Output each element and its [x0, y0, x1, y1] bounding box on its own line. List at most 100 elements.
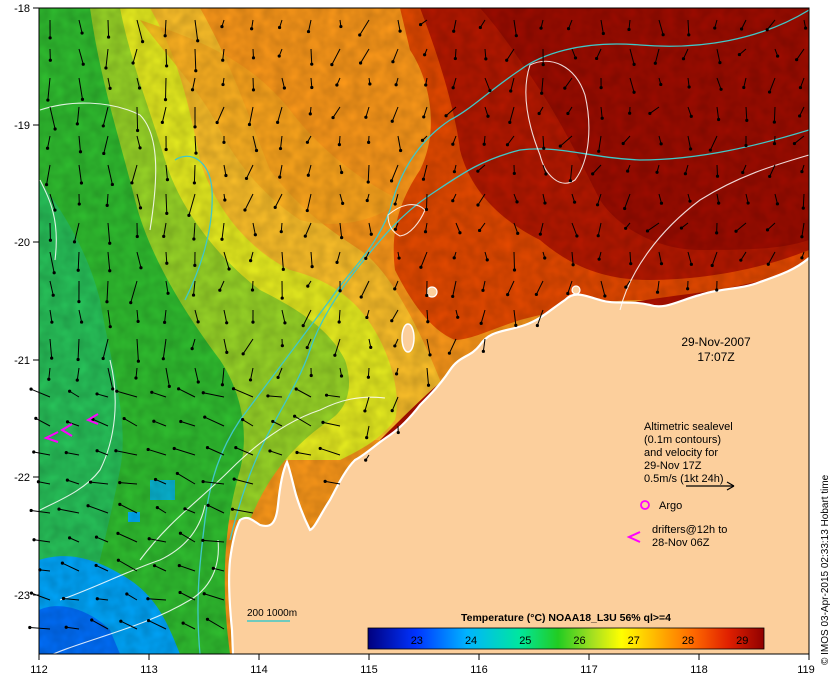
- velocity-arrow-head: [220, 25, 224, 29]
- lon-label-115: 115: [360, 664, 378, 676]
- velocity-arrow: [600, 19, 604, 34]
- velocity-arrow-head: [105, 300, 109, 304]
- credit-text: © IMOS 03-Apr-2015 02:33:13 Hobart time: [820, 474, 831, 665]
- velocity-arrow-head: [202, 592, 206, 596]
- velocity-arrow-head: [331, 115, 335, 120]
- velocity-arrow-head: [251, 88, 256, 92]
- velocity-arrow: [794, 135, 805, 144]
- velocity-arrow: [629, 48, 635, 65]
- velocity-arrow: [180, 420, 196, 427]
- velocity-arrow-head: [194, 69, 198, 73]
- velocity-arrow-head: [364, 256, 368, 260]
- velocity-arrow-head: [717, 117, 721, 122]
- velocity-arrow-head: [391, 60, 395, 64]
- velocity-arrow: [274, 193, 283, 208]
- velocity-arrow: [78, 164, 82, 184]
- velocity-arrow: [120, 620, 138, 630]
- velocity-arrow: [567, 280, 573, 294]
- velocity-arrow: [391, 106, 399, 122]
- velocity-arrow-head: [543, 201, 547, 205]
- velocity-arrow-head: [744, 143, 748, 148]
- velocity-arrow-head: [146, 447, 150, 452]
- velocity-arrow-head: [192, 181, 196, 185]
- velocity-arrow: [162, 338, 167, 359]
- velocity-arrow-head: [221, 82, 225, 87]
- velocity-arrow: [67, 479, 80, 485]
- drifters-legend-line1: drifters@12h to: [652, 524, 727, 536]
- velocity-arrow-head: [53, 208, 57, 212]
- velocity-arrow-head: [600, 116, 604, 120]
- velocity-arrow-head: [234, 446, 238, 450]
- velocity-arrow: [96, 450, 109, 456]
- velocity-arrow-head: [708, 148, 712, 152]
- velocity-arrow: [279, 164, 283, 178]
- velocity-arrow-head: [75, 378, 79, 382]
- velocity-arrow-head: [653, 61, 657, 65]
- velocity-arrow: [33, 539, 51, 543]
- velocity-arrow-head: [162, 234, 166, 238]
- velocity-arrow-head: [47, 377, 51, 381]
- velocity-arrow: [132, 48, 138, 64]
- velocity-arrow: [35, 417, 51, 427]
- velocity-arrow-head: [138, 206, 143, 210]
- velocity-arrow: [716, 106, 720, 120]
- map-date: 29-Nov-2007: [681, 335, 751, 349]
- velocity-arrow-head: [116, 531, 120, 535]
- velocity-arrow-head: [80, 97, 85, 101]
- velocity-scale-arrow: [686, 481, 735, 491]
- velocity-arrow-head: [394, 83, 398, 87]
- velocity-arrow: [123, 418, 138, 427]
- velocity-arrow-head: [335, 260, 339, 264]
- velocity-arrow-head: [479, 321, 483, 325]
- velocity-arrow-head: [139, 266, 143, 270]
- velocity-arrow: [513, 251, 516, 270]
- velocity-arrow-head: [152, 419, 156, 423]
- velocity-arrow-head: [485, 258, 489, 262]
- velocity-arrow-head: [421, 177, 426, 181]
- velocity-arrow-head: [683, 172, 687, 176]
- velocity-arrow: [96, 393, 109, 398]
- velocity-arrow-head: [179, 419, 183, 424]
- velocity-arrow-head: [537, 111, 541, 116]
- velocity-arrow-head: [447, 351, 452, 355]
- map-frame: [38, 7, 810, 655]
- velocity-arrow-head: [108, 325, 112, 329]
- velocity-arrow: [242, 338, 254, 355]
- velocity-arrow-head: [689, 114, 693, 118]
- velocity-arrow: [179, 591, 196, 601]
- velocity-arrow: [136, 309, 139, 322]
- velocity-arrow-head: [183, 507, 187, 511]
- velocity-arrow: [624, 193, 631, 209]
- velocity-arrow-head: [333, 353, 337, 357]
- altimetry-legend-line5: 0.5m/s (1kt 24h): [644, 473, 723, 485]
- velocity-arrow-head: [330, 63, 334, 67]
- velocity-arrow: [165, 193, 168, 214]
- velocity-arrow-head: [477, 228, 482, 233]
- velocity-arrow: [359, 19, 370, 36]
- velocity-arrow: [179, 565, 196, 572]
- velocity-arrow-head: [369, 232, 373, 236]
- velocity-arrow: [507, 280, 515, 295]
- velocity-arrow: [296, 452, 312, 456]
- velocity-arrow-head: [75, 122, 79, 126]
- velocity-arrow: [569, 164, 573, 181]
- velocity-arrow: [332, 106, 341, 118]
- velocity-arrow: [267, 395, 283, 398]
- velocity-arrow-head: [177, 563, 181, 568]
- velocity-arrow: [564, 77, 573, 89]
- velocity-arrow-head: [603, 294, 607, 298]
- velocity-arrow-head: [506, 292, 510, 297]
- map-time: 17:07Z: [697, 350, 734, 364]
- velocity-arrow-head: [294, 387, 298, 391]
- velocity-arrow: [598, 135, 602, 152]
- velocity-arrow-head: [175, 471, 179, 476]
- velocity-arrow: [154, 565, 167, 572]
- velocity-arrow: [484, 48, 487, 59]
- velocity-arrow-head: [108, 269, 112, 273]
- velocity-arrow-head: [254, 148, 259, 153]
- velocity-arrow-head: [196, 380, 200, 384]
- velocity-arrow: [177, 472, 196, 485]
- velocity-arrow-head: [147, 618, 151, 623]
- velocity-arrow: [654, 48, 660, 64]
- velocity-arrow-head: [321, 420, 325, 424]
